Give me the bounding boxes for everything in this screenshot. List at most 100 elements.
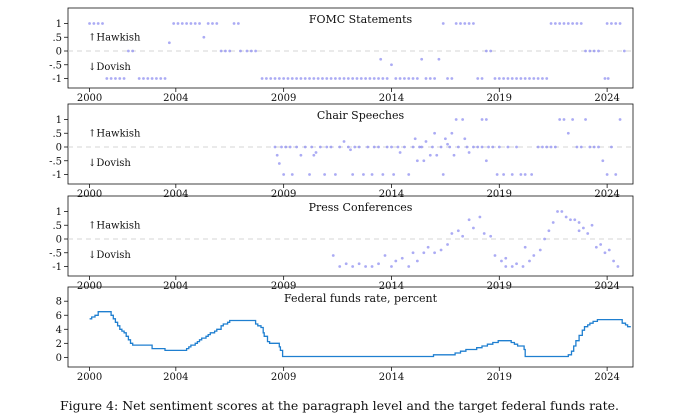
data-point: [500, 259, 503, 263]
data-point: [355, 77, 359, 80]
data-point: [502, 173, 506, 176]
data-point: [379, 57, 383, 61]
data-point: [456, 145, 460, 149]
data-point: [446, 142, 449, 146]
data-point: [573, 218, 577, 222]
y-tick-label: 0: [56, 47, 62, 58]
data-point: [325, 145, 329, 149]
data-point: [484, 118, 488, 121]
data-point: [433, 131, 437, 135]
data-point: [618, 118, 622, 121]
data-point: [553, 145, 557, 149]
data-point: [295, 145, 298, 149]
data-point: [510, 265, 514, 268]
data-point: [323, 173, 327, 176]
x-tick-label: 2004: [163, 372, 188, 383]
data-point: [519, 77, 523, 80]
data-point: [467, 218, 471, 222]
data-point: [312, 153, 316, 157]
data-point: [394, 259, 398, 263]
data-point: [614, 22, 618, 25]
data-point: [273, 145, 277, 149]
data-point: [366, 145, 370, 149]
data-point: [131, 49, 135, 53]
data-point: [176, 22, 180, 25]
data-point: [424, 140, 428, 143]
x-tick-label: 2014: [379, 93, 404, 104]
data-point: [584, 49, 587, 53]
data-point: [228, 49, 232, 53]
x-tick-label: 2019: [487, 281, 512, 292]
data-point: [472, 22, 475, 25]
data-point: [454, 118, 458, 121]
y-tick-label: 2: [56, 339, 62, 350]
y-tick-label: 1: [56, 207, 62, 218]
data-point: [502, 77, 506, 80]
data-point: [599, 243, 603, 246]
data-point: [325, 77, 329, 80]
y-tick-label: -1: [52, 170, 62, 181]
data-point: [362, 173, 365, 176]
data-point: [452, 153, 456, 157]
data-point: [303, 145, 307, 149]
data-point: [329, 77, 333, 80]
data-point: [407, 265, 411, 268]
data-point: [523, 173, 527, 176]
data-point: [351, 173, 355, 176]
data-point: [198, 22, 201, 25]
data-point: [435, 153, 439, 157]
data-point: [461, 234, 465, 238]
data-point: [601, 159, 605, 163]
data-point: [189, 22, 193, 25]
data-point: [584, 118, 587, 121]
data-point: [467, 22, 471, 25]
data-point: [532, 254, 536, 257]
data-point: [282, 173, 286, 176]
data-point: [381, 77, 385, 80]
data-point: [342, 77, 346, 80]
data-point: [506, 77, 510, 80]
data-point: [206, 22, 210, 25]
data-point: [510, 173, 514, 176]
data-point: [288, 145, 292, 149]
data-point: [159, 77, 163, 80]
data-point: [357, 262, 361, 266]
data-point: [558, 22, 562, 25]
data-point: [433, 77, 437, 80]
x-tick-label: 2004: [163, 93, 188, 104]
data-point: [338, 265, 342, 268]
data-point: [610, 22, 613, 25]
data-point: [590, 223, 594, 227]
data-point: [338, 77, 342, 80]
x-tick-label: 2004: [163, 281, 188, 292]
x-tick-label: 2019: [487, 93, 512, 104]
data-point: [368, 77, 372, 80]
data-point: [493, 77, 497, 80]
data-point: [390, 145, 393, 149]
data-point: [390, 63, 393, 67]
data-point: [443, 137, 447, 141]
data-point: [515, 77, 518, 80]
data-point: [515, 262, 518, 266]
data-point: [415, 77, 419, 80]
data-point: [497, 77, 501, 80]
y-tick-label: -.5: [49, 156, 62, 167]
x-tick-label: 2000: [77, 93, 102, 104]
data-point: [472, 226, 475, 230]
panel-title: Federal funds rate, percent: [284, 292, 438, 305]
data-point: [215, 22, 219, 25]
data-point: [321, 77, 324, 80]
data-point: [422, 159, 426, 163]
x-tick-label: 2000: [77, 372, 102, 383]
data-point: [558, 118, 562, 121]
data-point: [489, 234, 493, 238]
data-point: [523, 77, 527, 80]
data-point: [277, 77, 281, 80]
data-point: [441, 173, 445, 176]
data-point: [411, 145, 415, 149]
data-point: [286, 77, 290, 80]
data-point: [577, 221, 581, 224]
scatter-points: [273, 118, 622, 176]
x-tick-label: 2004: [163, 189, 188, 200]
data-point: [219, 49, 223, 53]
